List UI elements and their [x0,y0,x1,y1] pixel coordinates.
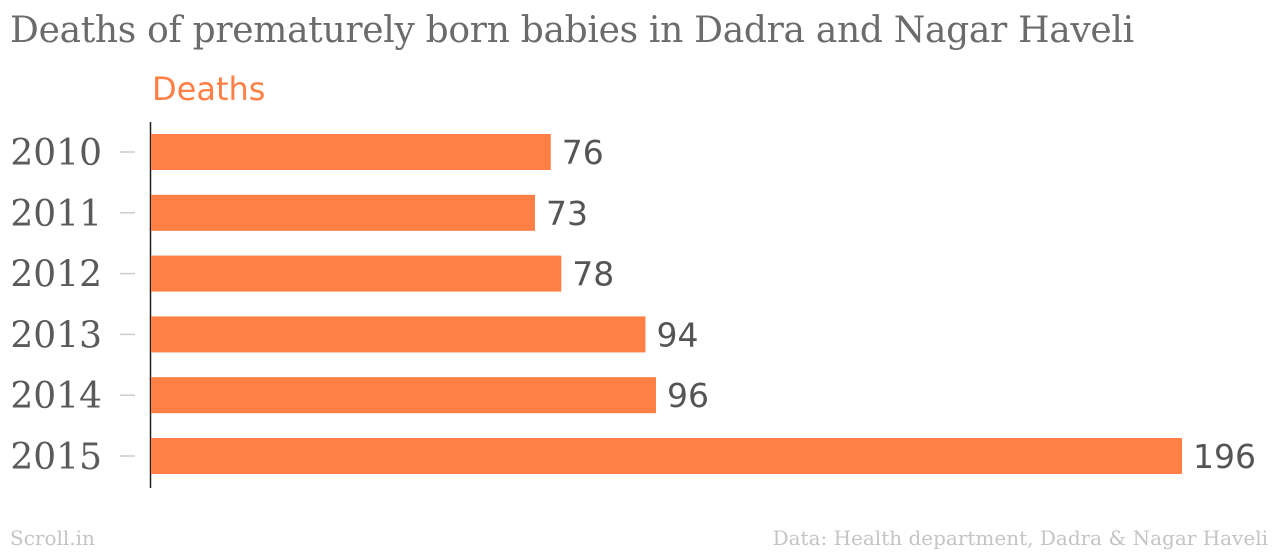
y-tick-label: 2015 [10,437,102,478]
data-label-2011: 73 [546,194,588,233]
legend-label: Deaths [152,70,266,108]
data-label-2015: 196 [1193,437,1256,476]
y-tick-label: 2011 [10,194,102,235]
bars-group: 2010 76 2011 73 2012 78 2013 94 2014 96 2015 196 [10,133,1256,478]
source-label: Data: Health department, Dadra & Nagar H… [772,526,1268,550]
y-tick-label: 2014 [10,376,102,417]
data-label-2010: 76 [562,133,604,172]
data-label-2013: 94 [656,315,698,354]
brand-label: Scroll.in [10,526,95,550]
bar-2015 [151,438,1182,474]
y-tick-label: 2010 [10,133,102,174]
chart-title: Deaths of prematurely born babies in Dad… [10,10,1134,51]
y-tick-label: 2013 [10,315,102,356]
bar-2010 [151,134,551,170]
bar-2013 [151,316,646,353]
data-label-2012: 78 [572,255,614,294]
bar-2014 [151,377,656,414]
bar-2011 [151,194,535,231]
bar-2012 [151,255,562,292]
data-label-2014: 96 [667,376,709,415]
y-tick-label: 2012 [10,255,102,296]
